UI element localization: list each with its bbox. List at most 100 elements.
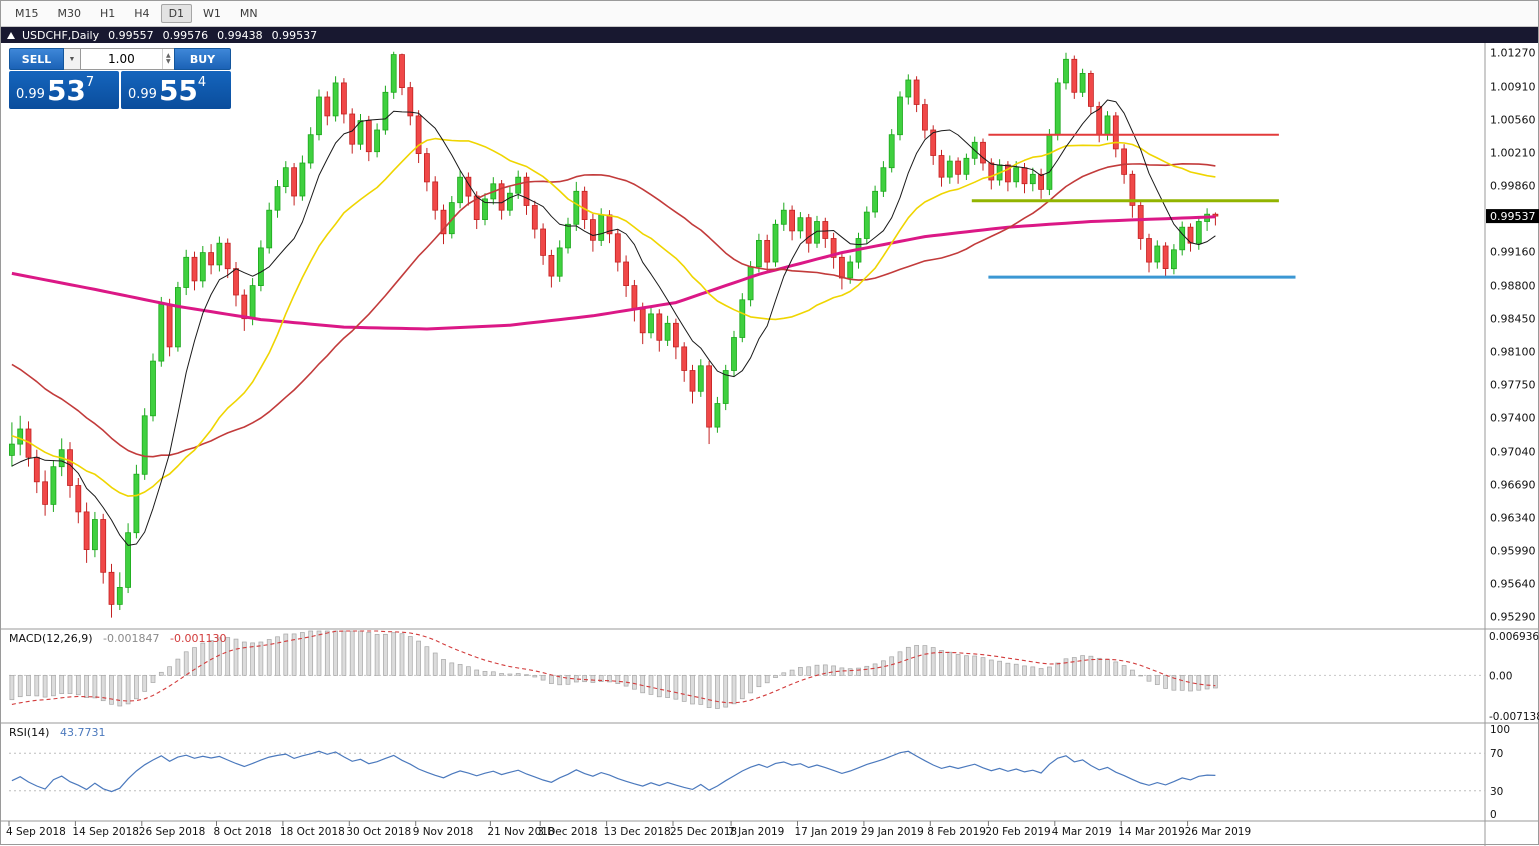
buy-button[interactable]: BUY: [174, 48, 231, 70]
ma-fast-black-line: [11, 99, 1216, 546]
pane-separators: [1, 27, 1539, 846]
svg-text:30 Oct 2018: 30 Oct 2018: [346, 826, 411, 838]
svg-text:70: 70: [1490, 748, 1503, 760]
volume-input[interactable]: [81, 49, 162, 69]
svg-text:30: 30: [1490, 786, 1503, 798]
svg-text:21 Nov 2018: 21 Nov 2018: [487, 826, 554, 838]
price-axis-labels[interactable]: 1.01270 1.00910 1.00560 1.00210 0.99860 0.995…: [1490, 47, 1536, 624]
svg-text:9 Nov 2018: 9 Nov 2018: [413, 826, 474, 838]
svg-text:0.99537: 0.99537: [1490, 210, 1536, 223]
svg-text:3 Dec 2018: 3 Dec 2018: [537, 826, 597, 838]
timeframe-button-h4[interactable]: H4: [134, 7, 150, 20]
ask-price-head: 0.99: [128, 87, 157, 102]
timeframe-button-h1[interactable]: H1: [100, 7, 116, 20]
svg-text:8 Oct 2018: 8 Oct 2018: [214, 826, 272, 838]
macd-indicator-label: MACD(12,26,9) -0.001847 -0.001130: [9, 632, 226, 645]
ma-200-magenta-line: [11, 215, 1216, 331]
one-click-trading-panel: SELL ▼ ▲ ▼ BUY 0.99 53 7 0.99 55 4: [9, 48, 231, 109]
svg-text:0.97400: 0.97400: [1490, 412, 1536, 425]
chevron-down-icon: ▼: [68, 55, 76, 63]
ohlc-open-value: 0.99557: [108, 28, 154, 42]
rsi-title: RSI(14): [9, 726, 50, 739]
svg-text:13 Dec 2018: 13 Dec 2018: [604, 826, 671, 838]
macd-signal-value: -0.001130: [170, 632, 227, 645]
ohlc-low-value: 0.99438: [217, 28, 263, 42]
candles-layer: [8, 51, 1219, 618]
svg-text:1.00210: 1.00210: [1490, 147, 1536, 160]
bid-price-head: 0.99: [16, 87, 45, 102]
bid-price-big-digits: 53: [46, 74, 86, 107]
svg-text:14 Sep 2018: 14 Sep 2018: [72, 826, 139, 838]
chart-symbol-label: USDCHF,Daily: [22, 28, 100, 42]
svg-text:1.01270: 1.01270: [1490, 47, 1536, 60]
volume-field: ▲ ▼: [81, 48, 174, 70]
ask-price-pipette: 4: [197, 75, 207, 90]
chart-window-icon: [7, 31, 15, 39]
svg-text:25 Dec 2018: 25 Dec 2018: [670, 826, 737, 838]
macd-histogram: [9, 630, 1218, 709]
svg-text:0.95290: 0.95290: [1490, 611, 1536, 624]
svg-text:18 Oct 2018: 18 Oct 2018: [280, 826, 345, 838]
svg-text:-0.007138: -0.007138: [1489, 711, 1539, 723]
current-price-tag: 0.99537: [1486, 209, 1539, 224]
svg-text:0.95990: 0.95990: [1490, 545, 1536, 558]
ma-medium-yellow-line: [11, 137, 1216, 497]
svg-text:100: 100: [1490, 724, 1510, 736]
volume-dropdown-button[interactable]: ▼: [64, 48, 81, 70]
ma-slow-red-line: [11, 163, 1216, 458]
ohlc-high-value: 0.99576: [162, 28, 209, 42]
ask-price-display: 0.99 55 4: [121, 71, 231, 109]
svg-text:29 Jan 2019: 29 Jan 2019: [861, 826, 924, 838]
sell-button[interactable]: SELL: [9, 48, 64, 70]
svg-text:1.00910: 1.00910: [1490, 81, 1536, 94]
macd-signal-line: [11, 630, 1216, 705]
svg-text:0.99160: 0.99160: [1490, 246, 1536, 259]
rsi-scale-labels: 100 70 30 0: [1490, 724, 1510, 821]
svg-text:0.00: 0.00: [1489, 670, 1512, 682]
chart-title-bar: USDCHF,Daily 0.99557 0.99576 0.99438 0.9…: [1, 27, 1538, 43]
timeframe-button-d1[interactable]: D1: [160, 4, 193, 23]
bid-price-pipette: 7: [85, 75, 95, 90]
svg-text:8 Feb 2019: 8 Feb 2019: [927, 826, 986, 838]
svg-text:14 Mar 2019: 14 Mar 2019: [1118, 826, 1185, 838]
macd-scale-labels: 0.006936 0.00 -0.007138: [1489, 631, 1539, 723]
time-axis-labels[interactable]: 4 Sep 2018 14 Sep 2018 26 Sep 2018 8 Oct 20…: [6, 821, 1251, 838]
spinner-down-icon[interactable]: ▼: [166, 58, 171, 65]
timeframe-button-w1[interactable]: W1: [203, 7, 221, 20]
macd-title: MACD(12,26,9): [9, 632, 93, 645]
svg-text:20 Feb 2019: 20 Feb 2019: [985, 826, 1050, 838]
svg-text:0.98100: 0.98100: [1490, 346, 1536, 359]
macd-main-value: -0.001847: [103, 632, 160, 645]
timeframe-button-m30[interactable]: M30: [57, 7, 82, 20]
timeframe-button-m15[interactable]: M15: [15, 7, 39, 20]
svg-text:0.97750: 0.97750: [1490, 379, 1536, 392]
spinner-up-icon[interactable]: ▲: [166, 52, 171, 59]
svg-text:4 Mar 2019: 4 Mar 2019: [1052, 826, 1112, 838]
svg-text:26 Sep 2018: 26 Sep 2018: [139, 826, 206, 838]
rsi-value: 43.7731: [59, 726, 106, 739]
ask-price-big-digits: 55: [158, 74, 198, 107]
ohlc-close-value: 0.99537: [271, 28, 318, 42]
svg-text:4 Sep 2018: 4 Sep 2018: [6, 826, 66, 838]
svg-text:7 Jan 2019: 7 Jan 2019: [728, 826, 784, 838]
bid-price-display: 0.99 53 7: [9, 71, 119, 109]
svg-text:0.96340: 0.96340: [1490, 512, 1536, 525]
rsi-indicator-label: RSI(14) 43.7731: [9, 726, 105, 739]
svg-text:0.96690: 0.96690: [1490, 479, 1536, 492]
svg-text:0: 0: [1490, 809, 1497, 821]
rsi-line: [11, 750, 1216, 793]
volume-spinner[interactable]: ▲ ▼: [161, 49, 174, 69]
timeframe-button-mn[interactable]: MN: [239, 7, 258, 20]
timeframe-toolbar: M15 M30 H1 H4 D1 W1 MN: [1, 1, 1538, 27]
svg-text:0.97040: 0.97040: [1490, 446, 1536, 459]
svg-text:0.98800: 0.98800: [1490, 280, 1536, 293]
svg-text:26 Mar 2019: 26 Mar 2019: [1185, 826, 1252, 838]
svg-text:17 Jan 2019: 17 Jan 2019: [795, 826, 858, 838]
svg-text:0.95640: 0.95640: [1490, 578, 1536, 591]
svg-text:0.006936: 0.006936: [1489, 631, 1539, 643]
svg-text:0.98450: 0.98450: [1490, 313, 1536, 326]
svg-text:0.99860: 0.99860: [1490, 180, 1536, 193]
svg-text:1.00560: 1.00560: [1490, 114, 1536, 127]
